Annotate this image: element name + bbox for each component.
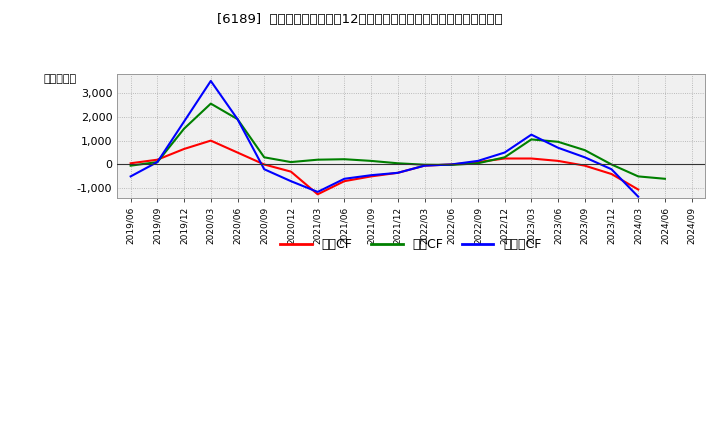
投資CF xyxy=(580,147,589,153)
営業CF xyxy=(340,179,348,184)
営業CF xyxy=(447,162,456,167)
営業CF xyxy=(500,156,509,161)
投資CF xyxy=(366,158,375,164)
営業CF xyxy=(554,158,562,164)
フリーCF xyxy=(447,162,456,167)
投資CF xyxy=(554,139,562,144)
営業CF xyxy=(474,159,482,165)
営業CF xyxy=(233,150,242,155)
投資CF xyxy=(420,162,429,167)
営業CF xyxy=(313,192,322,197)
投資CF xyxy=(527,137,536,142)
投資CF xyxy=(313,157,322,162)
Text: [6189]  キャッシュフローの12か月移動合計の対前年同期増減額の推移: [6189] キャッシュフローの12か月移動合計の対前年同期増減額の推移 xyxy=(217,13,503,26)
Y-axis label: （百万円）: （百万円） xyxy=(44,74,77,84)
Legend: 営業CF, 投資CF, フリーCF: 営業CF, 投資CF, フリーCF xyxy=(276,233,546,256)
投資CF xyxy=(447,162,456,168)
投資CF xyxy=(180,126,189,131)
投資CF xyxy=(233,117,242,122)
投資CF xyxy=(634,174,642,179)
フリーCF xyxy=(607,167,616,172)
フリーCF xyxy=(207,78,215,84)
営業CF xyxy=(153,157,162,162)
フリーCF xyxy=(634,194,642,199)
フリーCF xyxy=(527,132,536,137)
投資CF xyxy=(607,162,616,167)
投資CF xyxy=(661,176,670,181)
フリーCF xyxy=(287,179,295,184)
フリーCF xyxy=(180,119,189,124)
営業CF xyxy=(607,171,616,176)
フリーCF xyxy=(366,172,375,178)
営業CF xyxy=(180,147,189,152)
営業CF xyxy=(634,187,642,192)
営業CF xyxy=(580,163,589,169)
フリーCF xyxy=(474,158,482,164)
投資CF xyxy=(207,101,215,106)
投資CF xyxy=(126,163,135,169)
フリーCF xyxy=(554,145,562,150)
営業CF xyxy=(207,138,215,143)
営業CF xyxy=(260,162,269,167)
フリーCF xyxy=(393,170,402,176)
投資CF xyxy=(340,157,348,162)
投資CF xyxy=(500,155,509,160)
フリーCF xyxy=(580,155,589,160)
投資CF xyxy=(287,159,295,165)
フリーCF xyxy=(153,159,162,165)
営業CF xyxy=(366,174,375,179)
投資CF xyxy=(474,161,482,166)
営業CF xyxy=(420,163,429,169)
フリーCF xyxy=(260,167,269,172)
フリーCF xyxy=(500,150,509,155)
フリーCF xyxy=(340,176,348,181)
営業CF xyxy=(287,169,295,174)
営業CF xyxy=(393,170,402,176)
フリーCF xyxy=(126,174,135,179)
Line: 営業CF: 営業CF xyxy=(130,141,638,194)
Line: フリーCF: フリーCF xyxy=(130,81,638,197)
投資CF xyxy=(393,161,402,166)
フリーCF xyxy=(233,117,242,122)
フリーCF xyxy=(420,163,429,169)
投資CF xyxy=(260,155,269,160)
営業CF xyxy=(126,161,135,166)
投資CF xyxy=(153,159,162,165)
フリーCF xyxy=(313,189,322,194)
営業CF xyxy=(527,156,536,161)
Line: 投資CF: 投資CF xyxy=(130,104,665,179)
